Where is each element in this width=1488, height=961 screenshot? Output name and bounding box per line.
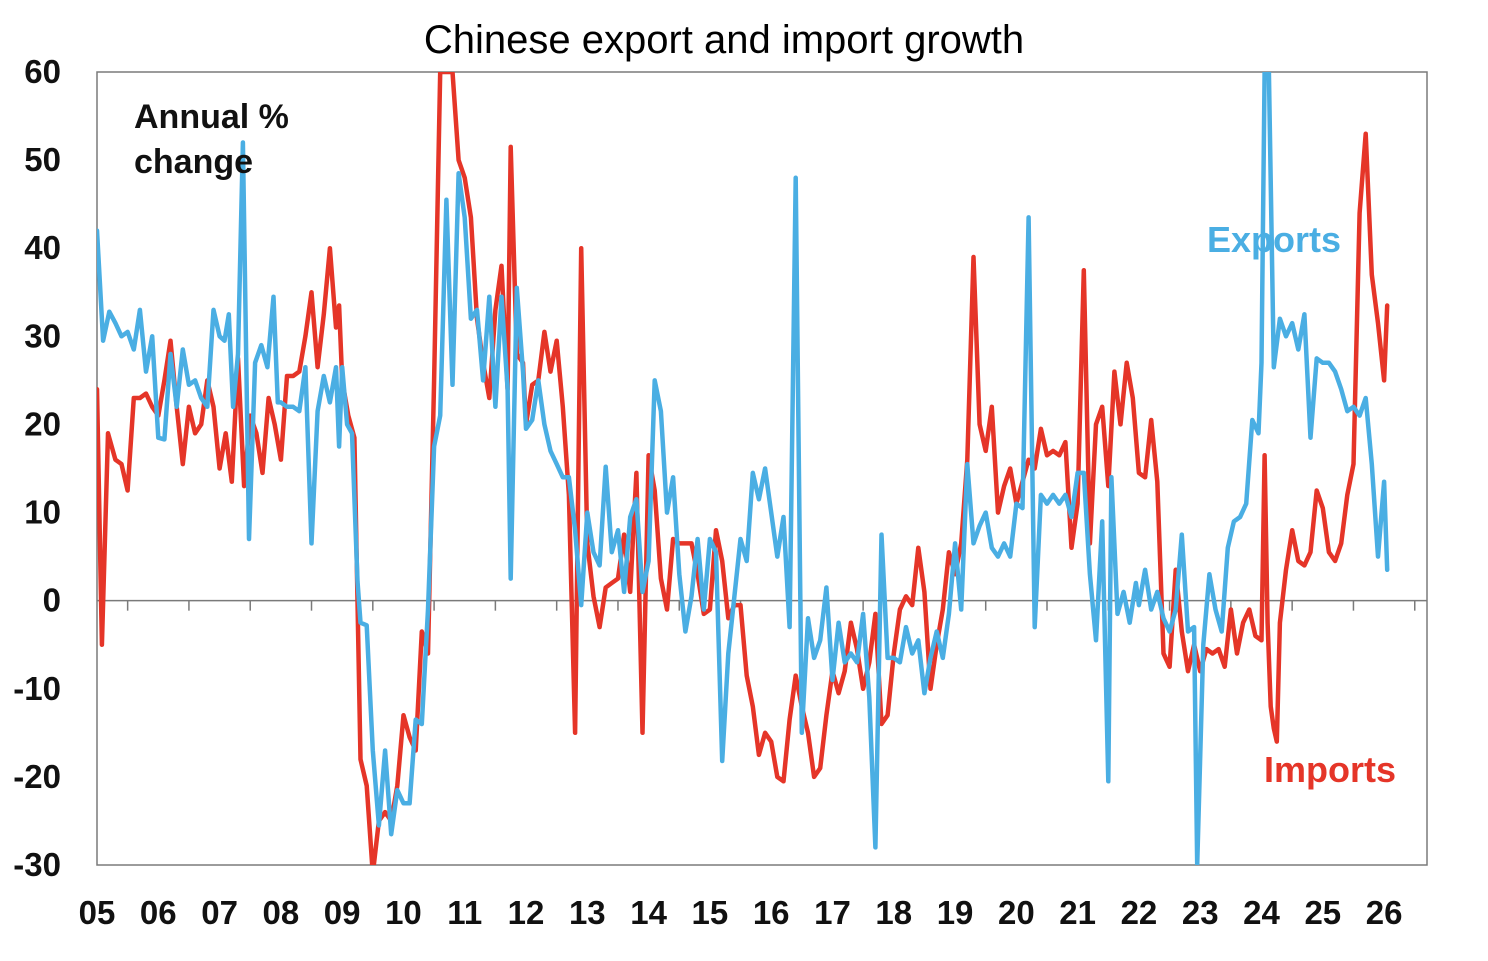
x-tick-label: 12 (508, 894, 545, 931)
x-tick-label: 18 (875, 894, 912, 931)
chart-title: Chinese export and import growth (424, 18, 1024, 62)
x-tick-label: 13 (569, 894, 606, 931)
series-layer (97, 72, 1390, 865)
x-tick-label: 09 (324, 894, 361, 931)
legend-label-exports: Exports (1207, 219, 1341, 260)
annotation-line-1: Annual % (134, 98, 289, 136)
y-tick-label: -30 (13, 846, 61, 883)
y-tick-label: 40 (24, 229, 61, 266)
x-tick-label: 26 (1366, 894, 1403, 931)
y-tick-label: 60 (24, 53, 61, 90)
x-tick-label: 25 (1304, 894, 1341, 931)
x-tick-label: 05 (79, 894, 116, 931)
x-tick-label: 08 (263, 894, 300, 931)
y-tick-label: 20 (24, 405, 61, 442)
x-tick-label: 15 (692, 894, 729, 931)
x-tick-label: 21 (1059, 894, 1096, 931)
x-tick-label: 22 (1121, 894, 1158, 931)
x-tick-label: 20 (998, 894, 1035, 931)
y-axis: 60 50 40 30 20 10 0 -10 -20 -30 (13, 53, 61, 883)
x-tick-label: 24 (1243, 894, 1280, 931)
x-tick-label: 07 (201, 894, 238, 931)
x-tick-label: 10 (385, 894, 422, 931)
x-tick-label: 06 (140, 894, 177, 931)
y-tick-label: 10 (24, 494, 61, 531)
x-tick-label: 23 (1182, 894, 1219, 931)
x-tick-label: 19 (937, 894, 974, 931)
x-tick-label: 14 (630, 894, 667, 931)
x-tick-label: 16 (753, 894, 790, 931)
legend-label-imports: Imports (1264, 749, 1396, 790)
annotation-line-2: change (134, 143, 253, 181)
x-tick-label: 11 (447, 894, 482, 931)
series-line-exports (97, 72, 1390, 865)
x-axis: 05 06 07 08 09 10 11 12 13 14 15 16 17 18 19 20 21 22 23 24… (79, 600, 1416, 931)
y-tick-label: 30 (24, 317, 61, 354)
y-tick-label: 0 (43, 582, 61, 619)
y-tick-label: -10 (13, 670, 61, 707)
y-tick-label: 50 (24, 141, 61, 178)
series-line-imports (97, 72, 1390, 865)
x-tick-label: 17 (814, 894, 851, 931)
y-tick-label: -20 (13, 758, 61, 795)
